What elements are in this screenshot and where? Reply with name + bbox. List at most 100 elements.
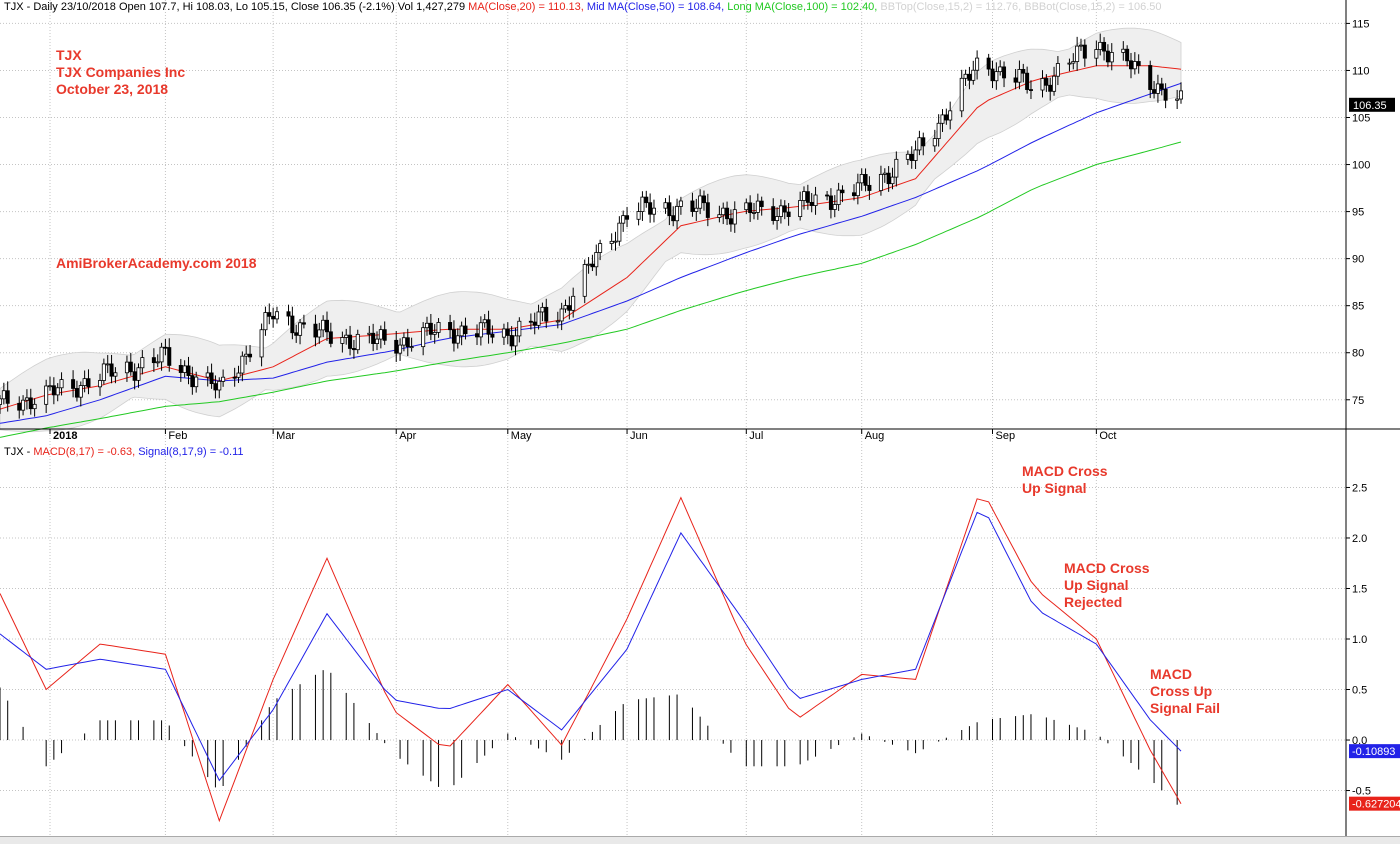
candle-body [355,333,360,351]
candle-body [1109,52,1114,63]
macd-pane-header: TJX - MACD(8,17) = -0.63, Signal(8,17,9)… [4,446,243,458]
candle-body [382,329,387,341]
candle-body [101,363,106,381]
candle-body [490,333,495,338]
candle-body [905,153,910,160]
candle-body [321,319,326,331]
candle-body [640,196,645,212]
candle-body [401,337,406,346]
month-tick-label: May [511,430,532,442]
price-tick-label: 105 [1352,113,1370,125]
candle-body [832,204,837,210]
candle-body [994,71,999,82]
candle-body [732,209,737,225]
candle-body [544,306,549,322]
candle-body [798,200,803,217]
price-tick-label: 115 [1352,18,1370,30]
macd-tick-label: 1.0 [1352,634,1367,646]
candle-body [663,202,668,209]
candle-body [786,211,791,217]
macd-tick-label: 2.5 [1352,482,1367,494]
candle-body [609,240,614,244]
macd-tick-label: -0.5 [1352,786,1371,798]
candle-body [571,295,576,311]
candle-body [163,346,168,349]
price-tick-label: 90 [1352,254,1364,266]
candle-body [405,337,410,348]
candle-body [705,202,710,218]
candle-body [74,388,79,398]
candle-body [648,202,653,215]
candle-body [617,222,622,242]
candle-body [425,322,430,329]
candle-body [398,344,403,354]
candle-body [259,329,264,358]
candle-body [932,138,937,147]
candle-body [1082,44,1087,59]
candle-body [1025,72,1030,90]
sheet-tab-bar[interactable] [0,836,1400,844]
month-tick-label: Mar [276,430,295,442]
candle-body [209,372,214,385]
candle-body [567,305,572,311]
candle-body [455,335,460,344]
candle-body [690,200,695,212]
candle-body [263,312,268,331]
candle-body [5,390,10,404]
candle-body [348,334,353,349]
candle-body [132,371,137,381]
candle-body [721,207,726,216]
candle-body [190,375,195,388]
month-tick-label: Apr [399,430,416,442]
candle-body [948,110,953,121]
candle-body [501,328,506,338]
candle-body [917,137,922,151]
candle-body [805,191,810,203]
candle-body [294,332,299,336]
candle-body [1078,44,1083,47]
candle-body [840,189,845,194]
candle-body [409,346,414,349]
candle-body [613,240,618,243]
candle-body [459,325,464,337]
candle-body [536,311,541,326]
candle-body [836,189,841,205]
candle-body [421,327,426,348]
candle-body [1075,45,1080,62]
candle-body [1163,88,1168,101]
candle-body [998,66,1003,73]
candle-body [559,308,564,322]
candle-body [532,321,537,326]
candle-body [528,320,533,323]
signal-value-label: -0.10893 [1352,746,1395,758]
candle-body [71,379,76,389]
header-symbol: TJX [4,1,24,13]
candle-body [324,319,329,333]
macd-tick-label: 0.0 [1352,735,1367,747]
candle-body [478,322,483,338]
candle-body [644,196,649,204]
candle-body [944,114,949,121]
macd-tick-label: 1.5 [1352,583,1367,595]
candle-body [1175,98,1180,101]
candle-body [1052,75,1057,92]
candle-body [967,73,972,81]
candle-body [286,311,291,317]
candle-body [436,322,441,333]
candle-body [182,365,187,373]
candle-body [802,191,807,201]
month-tick-label: Jul [749,430,763,442]
candle-body [1013,77,1018,83]
header-ma20: MA(Close,20) = 110.13, [468,1,584,13]
candle-body [651,207,656,215]
candle-body [963,73,968,79]
candle-body [48,385,53,388]
month-tick-label: Jun [630,430,648,442]
candle-body [113,372,118,377]
candle-body [698,195,703,209]
candle-body [155,361,160,364]
candle-body [1044,78,1049,86]
candle-body [828,195,833,210]
candle-body [371,332,376,344]
